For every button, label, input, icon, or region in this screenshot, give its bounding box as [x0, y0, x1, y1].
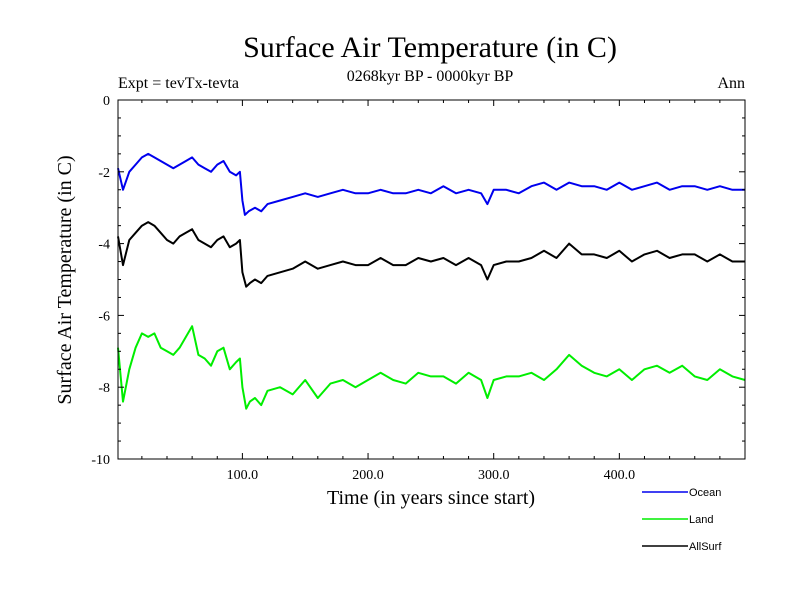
- y-axis: -10 -8 -6 -4 -2 0: [91, 94, 745, 468]
- season-label: Ann: [717, 75, 745, 92]
- y-tick-label: -4: [98, 238, 110, 253]
- x-tick-label: 300.0: [478, 468, 510, 483]
- series-line-ocean: [117, 152, 745, 216]
- y-tick-label: -10: [91, 453, 110, 468]
- y-tick-label: 0: [103, 94, 110, 109]
- y-tick-label: -6: [98, 309, 110, 324]
- legend-label: AllSurf: [689, 541, 722, 553]
- y-tick-label: -8: [98, 381, 110, 396]
- legend: Ocean Land AllSurf: [642, 487, 722, 553]
- plot-lines: [117, 152, 746, 410]
- x-tick-label: 100.0: [227, 468, 259, 483]
- series-line-allsurf: [117, 221, 745, 288]
- experiment-label: Expt = tevTx-tevta: [118, 75, 239, 92]
- y-axis-label: Surface Air Temperature (in C): [54, 155, 76, 404]
- legend-label: Land: [689, 514, 713, 526]
- x-tick-label: 200.0: [352, 468, 384, 483]
- x-axis: 100.0 200.0 300.0 400.0: [141, 100, 721, 483]
- chart-subtitle: 0268kyr BP - 0000kyr BP: [347, 68, 514, 85]
- series-line-land: [117, 325, 746, 410]
- plot-frame: [117, 99, 746, 460]
- x-axis-label: Time (in years since start): [327, 487, 535, 509]
- legend-label: Ocean: [689, 487, 721, 499]
- chart-title: Surface Air Temperature (in C): [243, 31, 617, 64]
- x-tick-label: 400.0: [604, 468, 636, 483]
- y-tick-label: -2: [98, 166, 110, 181]
